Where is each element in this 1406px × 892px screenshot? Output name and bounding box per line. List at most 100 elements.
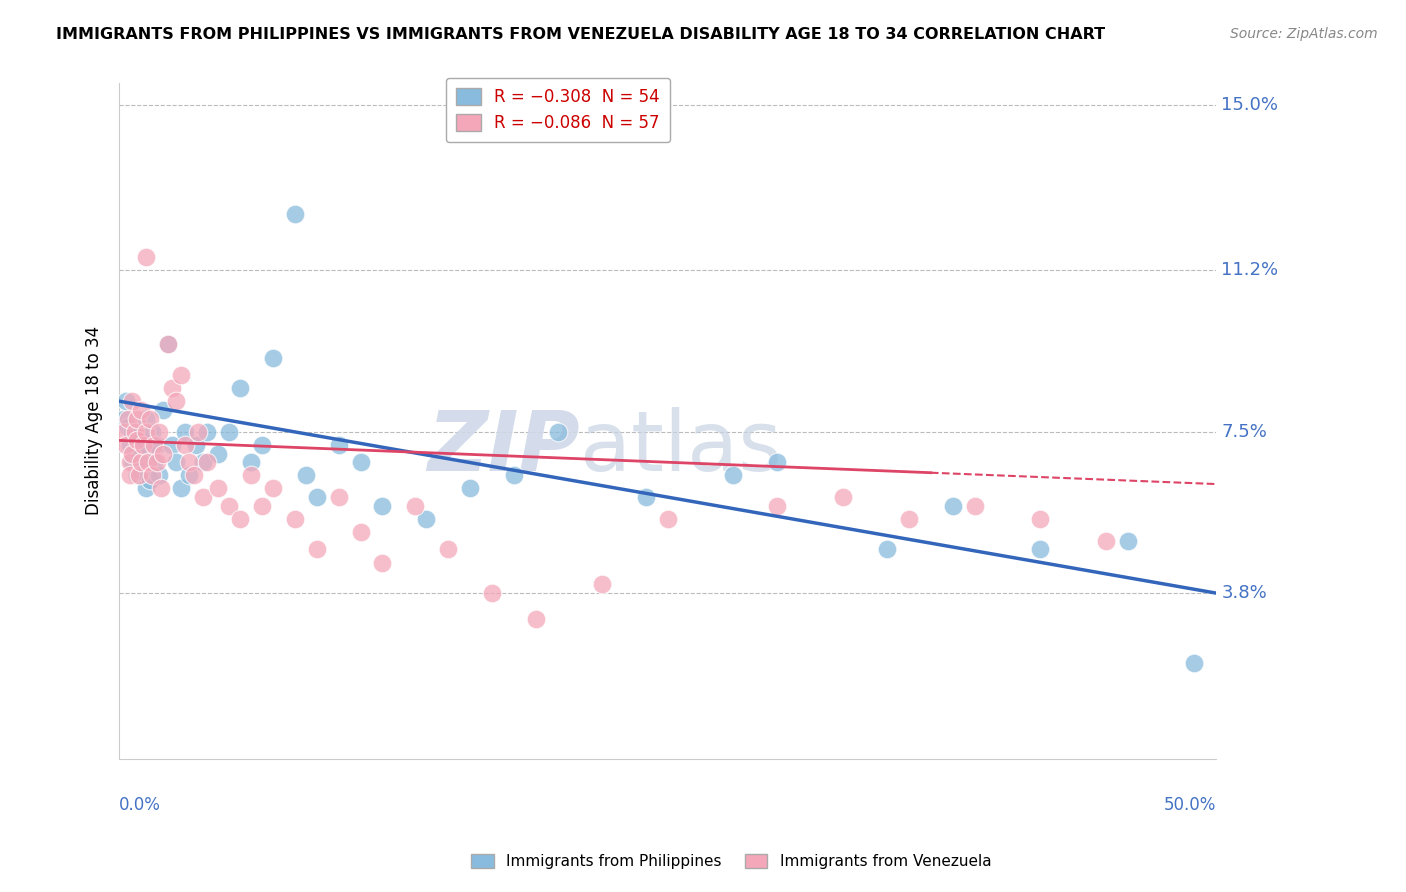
Point bbox=[117, 420, 139, 434]
Point bbox=[170, 482, 193, 496]
Point bbox=[294, 468, 316, 483]
Point bbox=[591, 577, 613, 591]
Point bbox=[239, 468, 262, 483]
Point bbox=[139, 411, 162, 425]
Point bbox=[120, 468, 142, 483]
Point bbox=[115, 394, 138, 409]
Point bbox=[112, 411, 135, 425]
Point bbox=[143, 455, 166, 469]
Point bbox=[207, 482, 229, 496]
Point bbox=[723, 468, 745, 483]
Point bbox=[942, 499, 965, 513]
Point bbox=[328, 490, 350, 504]
Point bbox=[125, 468, 148, 483]
Point bbox=[148, 425, 170, 439]
Point bbox=[404, 499, 426, 513]
Point bbox=[145, 438, 167, 452]
Text: ZIP: ZIP bbox=[427, 408, 579, 488]
Point bbox=[121, 394, 143, 409]
Point bbox=[239, 455, 262, 469]
Point bbox=[1116, 533, 1139, 548]
Point bbox=[766, 499, 789, 513]
Point bbox=[657, 512, 679, 526]
Point bbox=[139, 473, 162, 487]
Point bbox=[195, 425, 218, 439]
Point bbox=[152, 403, 174, 417]
Point bbox=[876, 542, 898, 557]
Point bbox=[229, 512, 252, 526]
Point bbox=[963, 499, 986, 513]
Point bbox=[128, 468, 150, 483]
Point bbox=[250, 499, 273, 513]
Point bbox=[328, 438, 350, 452]
Text: 50.0%: 50.0% bbox=[1164, 796, 1216, 814]
Point bbox=[1029, 512, 1052, 526]
Point bbox=[179, 468, 201, 483]
Point bbox=[124, 442, 146, 457]
Legend: R = −0.308  N = 54, R = −0.086  N = 57: R = −0.308 N = 54, R = −0.086 N = 57 bbox=[446, 78, 669, 143]
Point bbox=[121, 455, 143, 469]
Point bbox=[1029, 542, 1052, 557]
Point bbox=[191, 455, 214, 469]
Point bbox=[634, 490, 657, 504]
Point bbox=[832, 490, 855, 504]
Point bbox=[152, 446, 174, 460]
Point bbox=[766, 455, 789, 469]
Point bbox=[141, 468, 163, 483]
Point bbox=[124, 425, 146, 439]
Point bbox=[143, 438, 166, 452]
Point bbox=[115, 438, 138, 452]
Point bbox=[125, 429, 148, 443]
Point bbox=[156, 337, 179, 351]
Point bbox=[179, 455, 201, 469]
Point bbox=[187, 425, 209, 439]
Point bbox=[160, 381, 183, 395]
Point bbox=[129, 434, 152, 448]
Point bbox=[136, 455, 159, 469]
Point bbox=[121, 425, 143, 439]
Point bbox=[149, 482, 172, 496]
Point bbox=[503, 468, 526, 483]
Point bbox=[135, 250, 157, 264]
Point bbox=[284, 512, 307, 526]
Point bbox=[165, 394, 187, 409]
Point bbox=[229, 381, 252, 395]
Point bbox=[547, 425, 569, 439]
Point bbox=[349, 455, 371, 469]
Point bbox=[284, 207, 307, 221]
Point bbox=[156, 337, 179, 351]
Point bbox=[174, 425, 197, 439]
Point bbox=[135, 411, 157, 425]
Point bbox=[195, 455, 218, 469]
Text: 0.0%: 0.0% bbox=[120, 796, 162, 814]
Text: 3.8%: 3.8% bbox=[1222, 584, 1267, 602]
Point bbox=[437, 542, 460, 557]
Point bbox=[125, 411, 148, 425]
Point bbox=[349, 524, 371, 539]
Point bbox=[262, 482, 284, 496]
Point bbox=[170, 368, 193, 382]
Point bbox=[183, 468, 205, 483]
Point bbox=[262, 351, 284, 365]
Point bbox=[117, 411, 139, 425]
Point bbox=[129, 403, 152, 417]
Point bbox=[160, 438, 183, 452]
Point bbox=[129, 455, 152, 469]
Point bbox=[121, 446, 143, 460]
Text: IMMIGRANTS FROM PHILIPPINES VS IMMIGRANTS FROM VENEZUELA DISABILITY AGE 18 TO 34: IMMIGRANTS FROM PHILIPPINES VS IMMIGRANT… bbox=[56, 27, 1105, 42]
Point bbox=[184, 438, 207, 452]
Text: 11.2%: 11.2% bbox=[1222, 261, 1278, 279]
Point bbox=[218, 499, 240, 513]
Point bbox=[1095, 533, 1118, 548]
Point bbox=[415, 512, 437, 526]
Point bbox=[207, 446, 229, 460]
Point bbox=[1182, 656, 1205, 670]
Point bbox=[191, 490, 214, 504]
Point bbox=[481, 586, 503, 600]
Point bbox=[305, 490, 328, 504]
Point bbox=[148, 468, 170, 483]
Point bbox=[135, 425, 157, 439]
Point bbox=[145, 455, 167, 469]
Point bbox=[120, 438, 142, 452]
Point bbox=[524, 612, 547, 626]
